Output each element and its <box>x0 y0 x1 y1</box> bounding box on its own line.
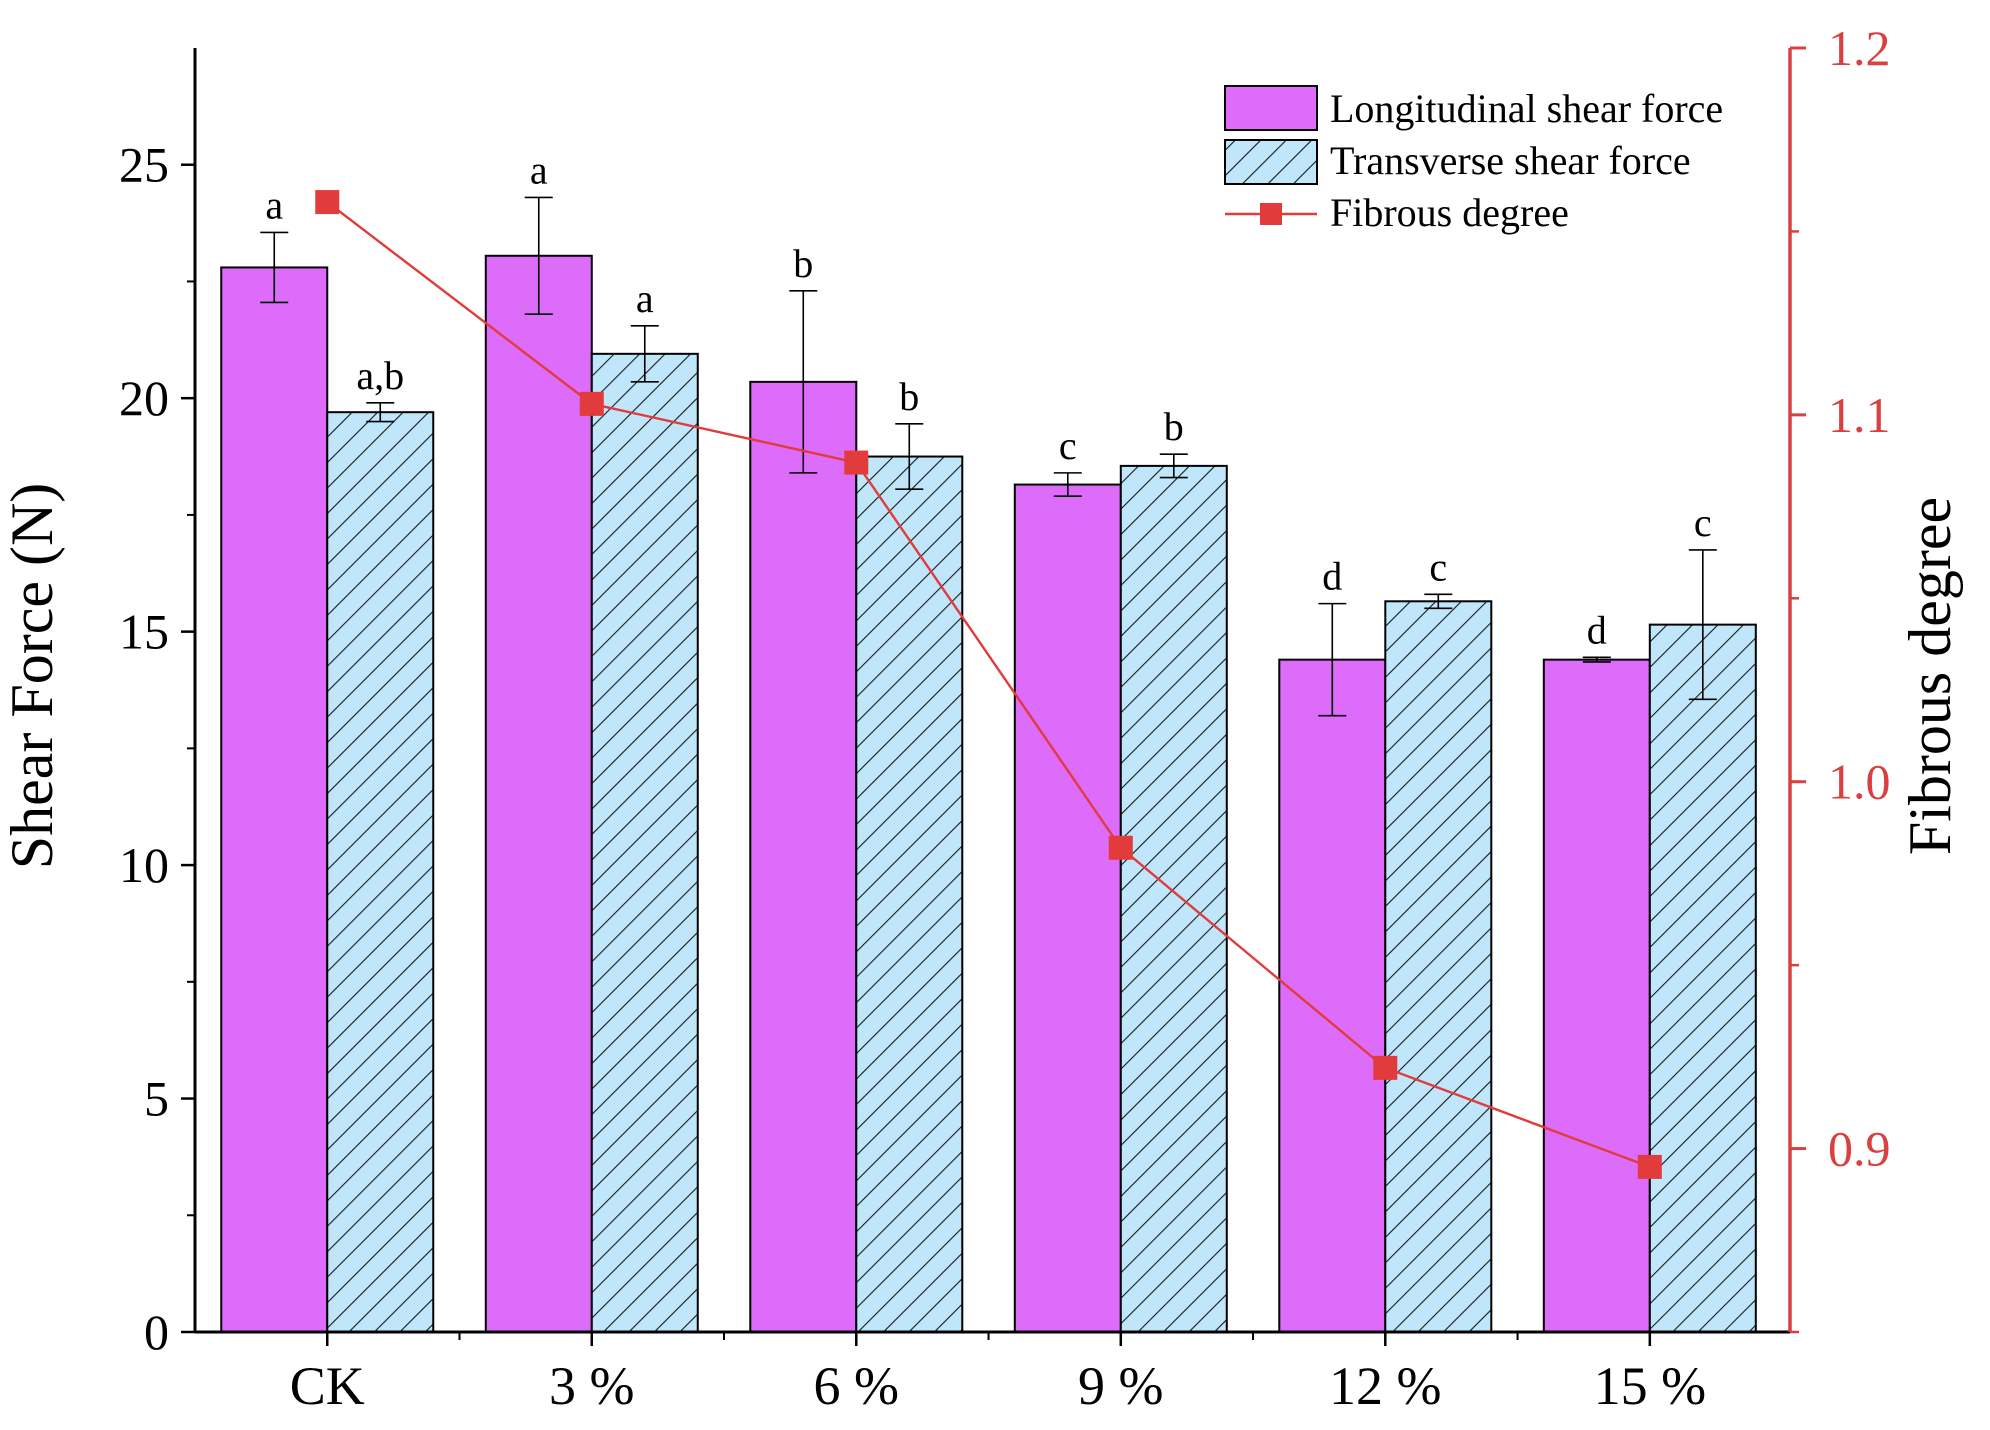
significance-letter: c <box>1694 500 1712 545</box>
legend-marker-fibrous <box>1260 203 1282 225</box>
fibrous-degree-point <box>315 190 340 215</box>
bar-longitudinal <box>220 266 329 1333</box>
bar-transverse <box>590 352 699 1333</box>
y-tick-label: 20 <box>119 370 169 426</box>
y-axis-title: Shear Force (N) <box>0 483 65 870</box>
significance-letter: a <box>636 276 654 321</box>
significance-letter: c <box>1429 544 1447 589</box>
y2-axis-title: Fibrous degree <box>1897 497 1963 855</box>
bar-transverse <box>1648 623 1757 1333</box>
x-tick-label: 9 % <box>1078 1356 1163 1416</box>
y2-tick-label: 0.9 <box>1828 1121 1891 1177</box>
x-tick-label: 15 % <box>1594 1356 1706 1416</box>
legend-swatch-transverse <box>1224 139 1318 185</box>
y-tick-label: 25 <box>119 137 169 193</box>
legend-label-transverse: Transverse shear force <box>1330 138 1691 183</box>
significance-letter: b <box>1164 404 1184 449</box>
bar-longitudinal <box>1013 483 1122 1333</box>
significance-letter: d <box>1587 607 1607 652</box>
fibrous-degree-point <box>844 450 869 475</box>
bar-longitudinal <box>749 380 858 1333</box>
fibrous-degree-point <box>1637 1154 1662 1179</box>
y2-tick-label: 1.0 <box>1828 754 1891 810</box>
significance-letter: a,b <box>356 353 404 398</box>
fibrous-degree-point <box>1108 835 1133 860</box>
bar-longitudinal <box>1542 658 1651 1333</box>
bar-longitudinal <box>1278 658 1387 1333</box>
significance-letter: c <box>1059 423 1077 468</box>
significance-letter: a <box>530 147 548 192</box>
y-tick-label: 10 <box>119 837 169 893</box>
y2-tick-label: 1.2 <box>1828 20 1891 76</box>
x-tick-label: CK <box>290 1356 365 1416</box>
y-tick-label: 0 <box>144 1304 169 1360</box>
y2-tick-label: 1.1 <box>1828 387 1891 443</box>
fibrous-degree-point <box>1373 1055 1398 1080</box>
bar-transverse <box>855 455 964 1333</box>
significance-letter: a <box>265 182 283 227</box>
legend-swatch-longitudinal <box>1224 85 1318 131</box>
plot-area: a a b c d d a,b a b b c c <box>220 147 1757 1334</box>
x-tick-label: 12 % <box>1329 1356 1441 1416</box>
axes: 0 5 10 15 20 25 0.9 1.0 1.1 1.2 CK 3 % 6 % 9 % 12 % 15 … <box>119 20 1891 1416</box>
legend-label-longitudinal: Longitudinal shear force <box>1330 86 1723 131</box>
bar-longitudinal <box>484 254 593 1334</box>
bar-transverse <box>1384 600 1493 1333</box>
significance-letter: b <box>899 374 919 419</box>
legend: Longitudinal shear force Transverse shea… <box>1224 85 1723 235</box>
y-tick-label: 5 <box>144 1071 169 1127</box>
fibrous-degree-line <box>326 201 1651 1169</box>
bar-transverse <box>326 411 435 1333</box>
y-tick-label: 15 <box>119 604 169 660</box>
fibrous-degree-point <box>579 391 604 416</box>
x-tick-label: 3 % <box>549 1356 634 1416</box>
legend-label-fibrous: Fibrous degree <box>1330 190 1569 235</box>
x-tick-label: 6 % <box>814 1356 899 1416</box>
bar-transverse <box>1119 464 1228 1334</box>
significance-letter: b <box>793 241 813 286</box>
significance-letter: d <box>1322 554 1342 599</box>
